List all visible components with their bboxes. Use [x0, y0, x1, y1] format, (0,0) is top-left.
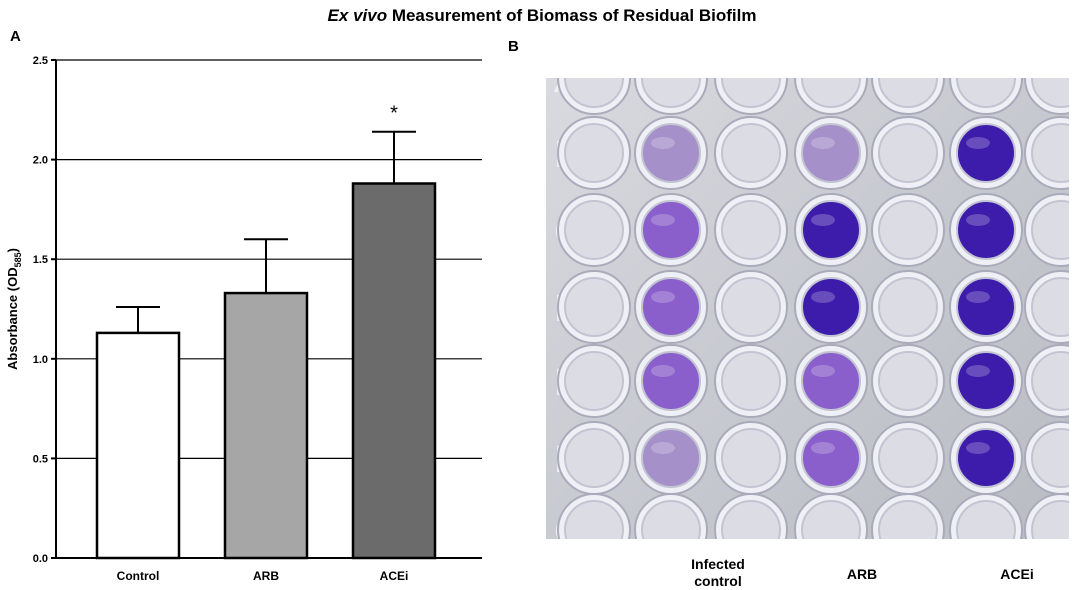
- well-clear: [564, 428, 624, 488]
- well-medium: [801, 351, 861, 411]
- y-tick-label: 2.0: [33, 155, 48, 167]
- well-highlight: [651, 442, 675, 454]
- caption-infected-line2: control: [694, 573, 742, 589]
- well-medium: [641, 277, 701, 337]
- well-highlight: [966, 442, 990, 454]
- well-clear: [878, 428, 938, 488]
- well-medium: [801, 428, 861, 488]
- y-tick-label: 0.5: [33, 453, 48, 465]
- well-highlight: [966, 365, 990, 377]
- panel-label-b: B: [508, 38, 519, 55]
- well-highlight: [811, 442, 835, 454]
- well-highlight: [651, 214, 675, 226]
- well-clear: [564, 351, 624, 411]
- y-tick-label: 1.5: [33, 254, 48, 266]
- caption-arb: ARB: [846, 566, 878, 582]
- bar-chart: 0.0 0.5 1.0 1.5 2.0 2.5 Absorbance (OD585) Cont…: [5, 55, 482, 583]
- well-clear: [564, 123, 624, 183]
- title-rest: Measurement of Biomass of Residual Biofi…: [387, 6, 757, 25]
- well-clear: [878, 200, 938, 260]
- y-tick-label: 0.0: [33, 553, 48, 565]
- well-clear: [641, 78, 701, 108]
- well-clear: [721, 500, 781, 539]
- well-clear: [1031, 78, 1069, 108]
- well-light: [641, 428, 701, 488]
- caption-acei: ACEi: [1000, 566, 1034, 582]
- well-light: [801, 123, 861, 183]
- well-clear: [1031, 123, 1069, 183]
- well-clear: [564, 277, 624, 337]
- well-highlight: [811, 214, 835, 226]
- well-highlight: [811, 291, 835, 303]
- well-clear: [721, 123, 781, 183]
- panel-label-a: A: [10, 28, 21, 45]
- well-dark: [956, 351, 1016, 411]
- bar-control: [95, 331, 181, 560]
- well-dark: [956, 123, 1016, 183]
- well-dark: [956, 200, 1016, 260]
- well-dark: [801, 200, 861, 260]
- caption-infected-line1: Infected: [691, 556, 745, 572]
- y-tick-label: 1.0: [33, 354, 48, 366]
- well-dark: [801, 277, 861, 337]
- well-clear: [721, 277, 781, 337]
- well-clear: [1031, 351, 1069, 411]
- well-clear: [721, 78, 781, 108]
- well-clear: [1031, 500, 1069, 539]
- well-clear: [878, 123, 938, 183]
- well-highlight: [651, 137, 675, 149]
- x-tick-label: ARB: [253, 569, 279, 583]
- well-highlight: [651, 291, 675, 303]
- well-clear: [878, 78, 938, 108]
- well-dark: [956, 277, 1016, 337]
- well-clear: [564, 500, 624, 539]
- well-medium: [641, 200, 701, 260]
- well-clear: [878, 277, 938, 337]
- well-medium: [641, 351, 701, 411]
- x-tick-label: Control: [117, 569, 160, 583]
- well-clear: [1031, 277, 1069, 337]
- well-light: [641, 123, 701, 183]
- well-clear: [801, 78, 861, 108]
- well-plate-photo: ABCDEFG: [546, 78, 1069, 539]
- well-clear: [721, 200, 781, 260]
- well-clear: [564, 200, 624, 260]
- well-plate-drawing: ABCDEFG: [554, 78, 1069, 539]
- well-clear: [878, 351, 938, 411]
- well-clear: [721, 428, 781, 488]
- y-axis-label: Absorbance (OD585): [5, 248, 23, 370]
- well-clear: [721, 351, 781, 411]
- well-clear: [956, 500, 1016, 539]
- well-highlight: [811, 137, 835, 149]
- well-clear: [1031, 200, 1069, 260]
- figure-title: Ex vivo Measurement of Biomass of Residu…: [0, 6, 1084, 26]
- y-tick-label: 2.5: [33, 55, 48, 67]
- well-clear: [801, 500, 861, 539]
- well-clear: [564, 78, 624, 108]
- well-highlight: [966, 137, 990, 149]
- well-clear: [641, 500, 701, 539]
- well-clear: [878, 500, 938, 539]
- well-highlight: [811, 365, 835, 377]
- well-highlight: [966, 291, 990, 303]
- well-highlight: [966, 214, 990, 226]
- well-highlight: [651, 365, 675, 377]
- bar-acei: [351, 182, 437, 560]
- well-dark: [956, 428, 1016, 488]
- well-clear: [1031, 428, 1069, 488]
- well-clear: [956, 78, 1016, 108]
- x-tick-label: ACEi: [380, 569, 409, 583]
- bar-arb: [223, 291, 309, 560]
- significance-marker: *: [390, 103, 398, 125]
- title-italic: Ex vivo: [327, 6, 388, 25]
- caption-infected-control: Infected control: [668, 556, 768, 590]
